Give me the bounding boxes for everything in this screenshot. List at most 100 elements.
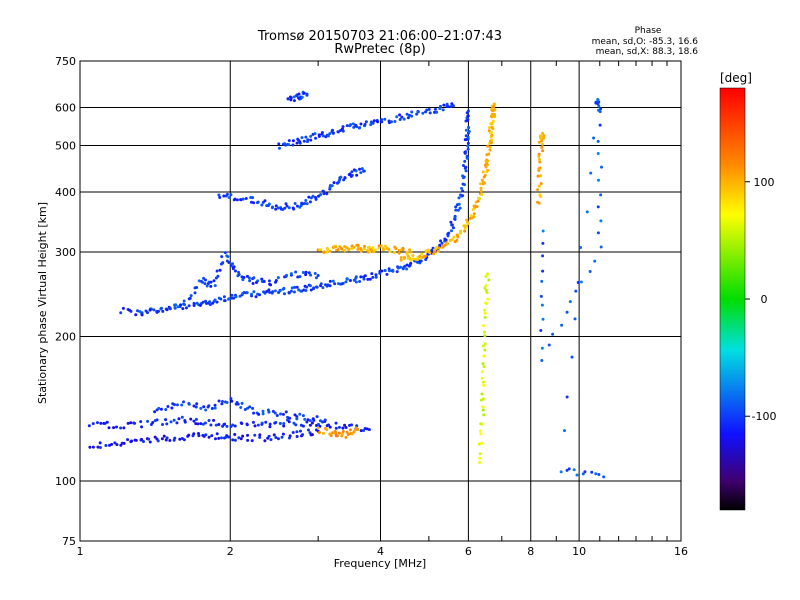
echo-point — [293, 413, 297, 417]
echo-point — [270, 206, 274, 210]
echo-point — [435, 245, 439, 249]
echo-point — [450, 229, 454, 233]
echo-point — [208, 300, 212, 304]
echo-point — [560, 323, 564, 327]
echo-point — [295, 204, 299, 208]
echo-point — [258, 435, 262, 439]
echo-point — [245, 291, 249, 295]
echo-point — [355, 424, 359, 428]
echo-point — [308, 423, 312, 427]
echo-point — [227, 196, 231, 200]
echo-point — [277, 146, 281, 150]
echo-point — [177, 417, 181, 421]
echo-point — [320, 420, 324, 424]
echo-point — [596, 151, 600, 155]
echo-point — [461, 174, 465, 178]
echo-point — [313, 132, 317, 136]
echo-point — [392, 251, 396, 255]
echo-point — [210, 407, 214, 411]
echo-point — [301, 271, 305, 275]
y-tick-label: 75 — [62, 535, 76, 548]
echo-point — [341, 429, 345, 433]
echo-point — [362, 277, 366, 281]
echo-point — [475, 205, 479, 209]
echo-point — [329, 434, 333, 438]
echo-point — [383, 117, 387, 121]
echo-point — [423, 254, 427, 258]
echo-point — [317, 194, 321, 198]
echo-point — [487, 278, 491, 282]
echo-point — [339, 175, 343, 179]
grid — [80, 61, 681, 541]
echo-point — [215, 300, 219, 304]
echo-point — [151, 420, 155, 424]
echo-point — [337, 431, 341, 435]
echo-point — [300, 95, 304, 99]
echo-point — [87, 424, 91, 428]
echo-point — [291, 143, 295, 147]
echo-point — [215, 432, 219, 436]
echo-point — [538, 160, 542, 164]
echo-point — [366, 277, 370, 281]
echo-point — [457, 202, 461, 206]
echo-point — [376, 120, 380, 124]
echo-point — [406, 116, 410, 120]
echo-point — [99, 421, 103, 425]
echo-point — [173, 403, 177, 407]
echo-point — [344, 435, 348, 439]
echo-point — [539, 195, 543, 199]
echo-point — [231, 423, 235, 427]
echo-point — [539, 174, 543, 178]
echo-point — [159, 407, 163, 411]
echo-point — [206, 405, 210, 409]
echo-point — [596, 205, 600, 209]
echo-point — [460, 186, 464, 190]
echo-point — [300, 136, 304, 140]
echo-point — [304, 273, 308, 277]
echo-point — [293, 285, 297, 289]
x-axis-label: Frequency [MHz] — [334, 557, 426, 570]
echo-point — [481, 408, 485, 412]
echo-point — [466, 156, 470, 160]
echo-point — [180, 403, 184, 407]
echo-point — [372, 119, 376, 123]
echo-point — [452, 235, 456, 239]
echo-point — [192, 419, 196, 423]
echo-point — [184, 306, 188, 310]
echo-point — [354, 280, 358, 284]
echo-point — [273, 421, 277, 425]
echo-point — [345, 124, 349, 128]
echo-point — [201, 433, 205, 437]
echo-point — [298, 275, 302, 279]
echo-point — [388, 250, 392, 254]
echo-point — [308, 419, 312, 423]
echo-point — [294, 423, 298, 427]
echo-point — [304, 288, 308, 292]
echo-point — [344, 280, 348, 284]
echo-point — [541, 131, 545, 135]
echo-point — [175, 403, 179, 407]
echo-point — [273, 289, 277, 293]
echo-point — [295, 285, 299, 289]
echo-point — [408, 263, 412, 267]
echo-point — [369, 123, 373, 127]
echo-point — [483, 311, 487, 315]
echo-point — [441, 108, 445, 112]
echo-point — [484, 283, 488, 287]
echo-point — [599, 193, 603, 197]
echo-point — [541, 254, 545, 258]
echo-point — [223, 299, 227, 303]
echo-point — [172, 418, 176, 422]
echo-point — [340, 432, 344, 436]
echo-point — [541, 149, 545, 153]
echo-point — [168, 307, 172, 311]
y-axis-label: Stationary phase Virtual Height [km] — [36, 202, 49, 404]
echo-point — [277, 142, 281, 146]
echo-point — [273, 411, 277, 415]
echo-point — [411, 254, 415, 258]
echo-point — [281, 412, 285, 416]
echo-point — [370, 272, 374, 276]
echo-point — [165, 422, 169, 426]
echo-point — [250, 439, 254, 443]
echo-point — [225, 424, 229, 428]
